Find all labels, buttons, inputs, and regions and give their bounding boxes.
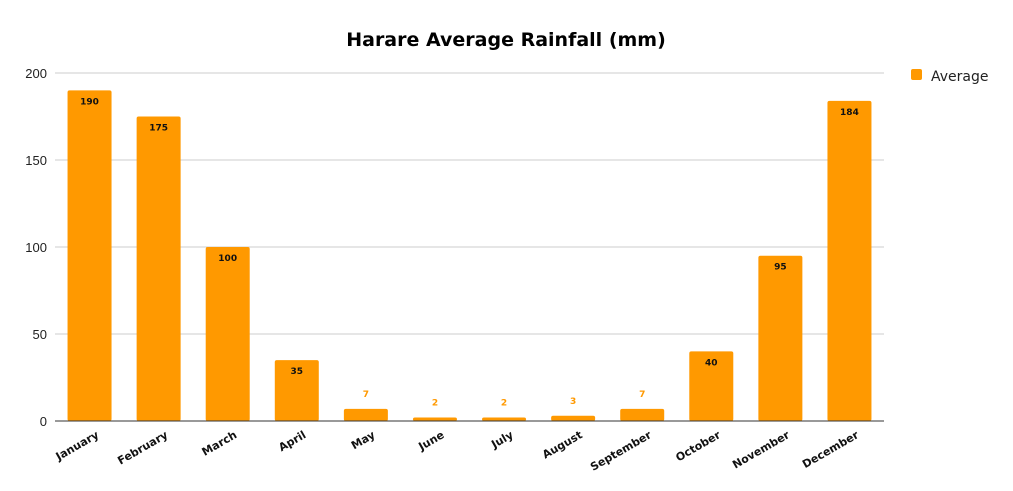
bar-february [136,116,181,421]
y-tick-label: 150 [25,153,47,168]
x-tick-label: January [53,428,101,463]
y-tick-label: 50 [33,327,47,342]
x-tick-label: November [730,428,792,471]
x-tick-label: February [115,428,170,467]
data-label: 7 [639,390,645,400]
bar-june [412,417,457,421]
data-label: 175 [149,124,168,134]
data-label: 40 [705,358,718,368]
legend-label-average: Average [931,69,989,85]
legend-swatch-average [911,69,922,80]
legend: Average [911,69,989,85]
data-label: 3 [570,397,576,407]
x-tick-label: August [540,428,584,461]
y-tick-label: 100 [25,240,47,255]
data-label: 2 [501,399,507,409]
data-label: 2 [432,399,438,409]
bar-august [551,415,596,421]
bar-november [758,255,803,421]
data-label: 35 [291,367,304,377]
y-tick-label: 200 [25,66,47,81]
data-label: 184 [840,108,859,118]
x-tick-label: July [488,428,515,451]
data-label: 95 [774,263,787,273]
bar-september [620,408,665,421]
x-tick-label: April [276,428,308,454]
x-tick-label: October [673,428,723,464]
data-label: 190 [80,97,99,107]
x-tick-label: December [800,428,861,471]
bar-april [274,360,319,421]
x-tick-label: September [588,428,654,474]
bar-may [343,408,388,421]
bar-december [827,100,872,421]
bar-october [689,351,734,421]
data-label: 100 [218,254,237,264]
x-tick-label: March [200,428,240,458]
x-tick-label: June [416,428,447,453]
chart-title: Harare Average Rainfall (mm) [346,29,666,51]
x-tick-label: May [349,428,377,452]
bar-january [67,90,112,422]
bar-july [482,417,527,421]
bar-march [205,247,250,421]
y-tick-label: 0 [40,414,47,429]
data-label: 7 [363,390,369,400]
